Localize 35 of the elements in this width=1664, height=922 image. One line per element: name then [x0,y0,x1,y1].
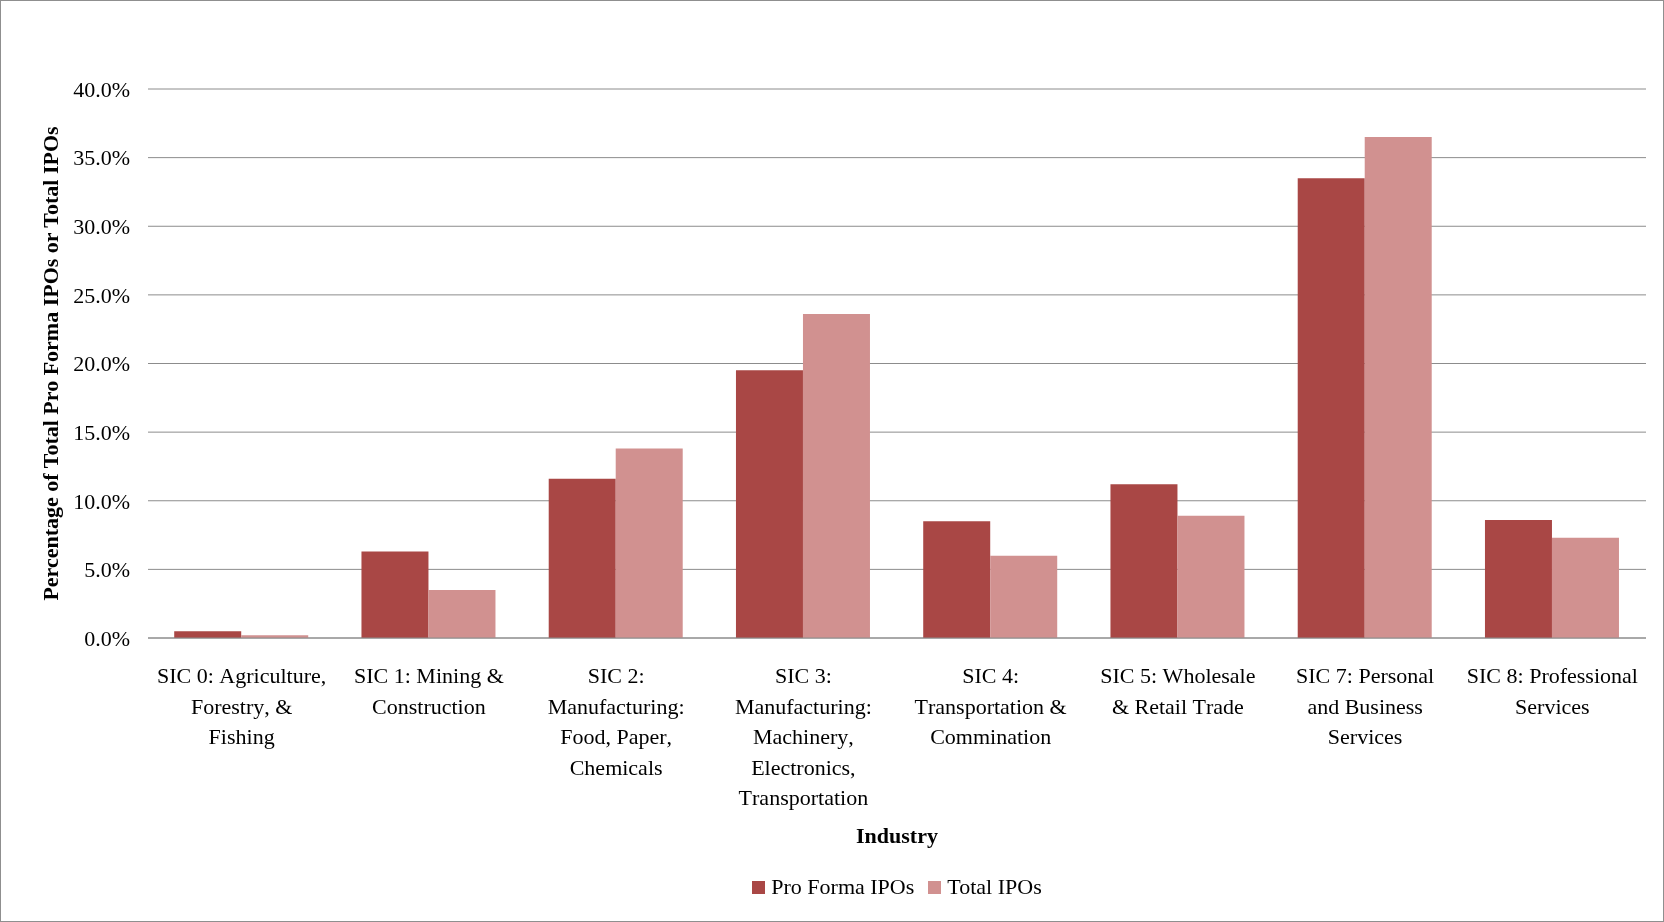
x-tick-label: SIC 3: Manufacturing: Machinery, Electronics, Transportation [734,663,872,810]
y-tick-label: 20.0% [73,351,130,377]
y-tick-label: 10.0% [73,488,130,514]
y-tick-label: 30.0% [73,214,130,240]
bar [1177,515,1245,638]
bar [361,551,429,638]
y-tick-label: 40.0% [73,76,130,102]
y-tick-label: 0.0% [84,625,130,651]
x-tick-label: SIC 0: Agriculture, Forestry, & Fishing [156,663,327,749]
bar [1551,537,1619,638]
bar [615,448,683,638]
bar [1110,484,1178,638]
x-tick-label: SIC 4: Transportation & Commination [914,663,1067,749]
bar [1297,178,1365,638]
bar [1364,137,1432,638]
legend-label: Total IPOs [947,874,1042,900]
y-tick-label: 15.0% [73,419,130,445]
legend-label: Pro Forma IPOs [771,874,915,900]
bar [923,521,991,638]
bar [428,589,496,638]
x-tick-label: SIC 7: Personal and Business Services [1296,663,1435,749]
x-tick-label: SIC 2: Manufacturing: Food, Paper, Chemicals [547,663,685,780]
x-tick-label: SIC 1: Mining & Construction [354,663,504,719]
x-axis-title: Industry [856,823,938,848]
y-tick-label: 25.0% [73,282,130,308]
bar [990,555,1058,638]
bar [1484,519,1552,638]
bar [548,478,616,638]
x-tick-label: SIC 5: Wholesale & Retail Trade [1100,663,1256,719]
y-axis-title: Percentage of Total Pro Forma IPOs or Total IPOs [37,125,63,601]
y-tick-label: 35.0% [73,145,130,171]
y-tick-label: 5.0% [84,557,130,583]
x-tick-label: SIC 8: Professional Services [1466,663,1638,719]
bar [735,370,803,638]
bar [802,314,870,638]
